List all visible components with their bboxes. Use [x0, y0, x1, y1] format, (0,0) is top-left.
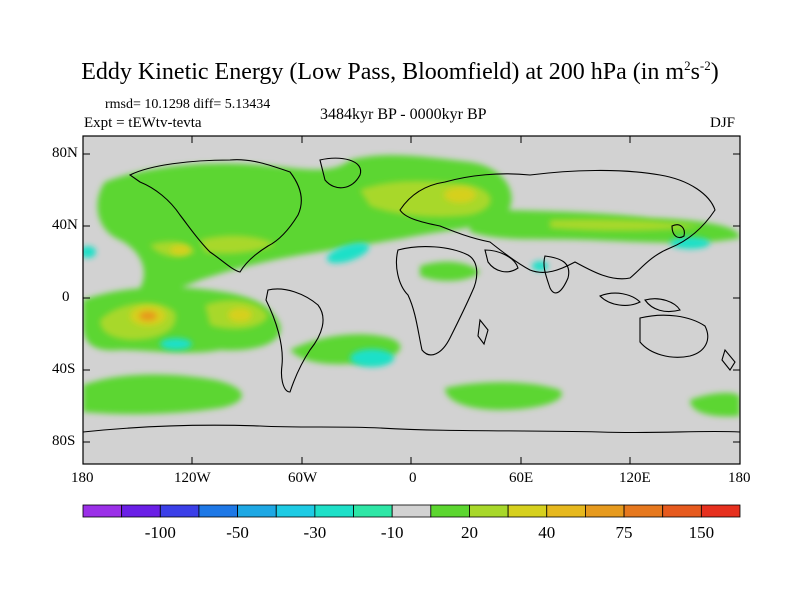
x-tick-label: 60E: [509, 470, 534, 486]
colorbar-label: -50: [226, 523, 249, 542]
y-tick-label: 40S: [52, 361, 76, 377]
colorbar-swatch: [275, 504, 316, 518]
season-label: DJF: [710, 115, 736, 131]
x-tick-label: 180: [728, 470, 751, 486]
coastlines: [83, 157, 740, 434]
colorbar-label: 20: [461, 523, 478, 542]
colorbar-swatch: [391, 504, 432, 518]
axis-ticks: [83, 136, 740, 464]
colorbar-swatch: [430, 504, 470, 518]
x-tick-label: 120E: [619, 470, 651, 486]
colorbar: [82, 504, 741, 518]
period-label: 3484kyr BP - 0000kyr BP: [320, 106, 487, 123]
x-tick-label: 180: [71, 470, 94, 486]
colorbar-label: 75: [616, 523, 633, 542]
colorbar-swatch: [353, 504, 393, 518]
colorbar-swatch: [469, 504, 509, 518]
colorbar-swatch: [237, 504, 277, 518]
colorbar-swatch: [700, 504, 741, 518]
colorbar-swatch: [585, 504, 625, 518]
colorbar-label: -100: [145, 523, 176, 542]
colorbar-swatch: [159, 504, 200, 518]
colorbar-label: 40: [538, 523, 555, 542]
colorbar-swatch: [198, 504, 238, 518]
y-tick-label: 80N: [52, 145, 78, 161]
colorbar-swatch: [507, 504, 548, 518]
colorbar-labels: -100 -50 -30 -10 20 40 75 150: [145, 523, 714, 542]
colorbar-swatch: [314, 504, 354, 518]
y-tick-label: 80S: [52, 433, 76, 449]
x-tick-label: 60W: [288, 470, 318, 486]
y-tick-label: 40N: [52, 217, 78, 233]
y-tick-label: 0: [62, 289, 70, 305]
colorbar-label: -10: [381, 523, 404, 542]
colorbar-label: -30: [304, 523, 327, 542]
x-tick-label: 120W: [174, 470, 211, 486]
anomaly-field: [83, 155, 740, 417]
plot-title: Eddy Kinetic Energy (Low Pass, Bloomfiel…: [81, 58, 719, 85]
stats-label: rmsd= 10.1298 diff= 5.13434: [105, 97, 271, 112]
colorbar-swatch: [662, 504, 702, 518]
colorbar-label: 150: [689, 523, 715, 542]
colorbar-swatch: [546, 504, 586, 518]
colorbar-swatch: [623, 504, 664, 518]
colorbar-swatch: [121, 504, 161, 518]
x-tick-label: 0: [409, 470, 417, 486]
experiment-label: Expt = tEWtv-tevta: [84, 115, 202, 131]
colorbar-swatch: [82, 504, 123, 518]
